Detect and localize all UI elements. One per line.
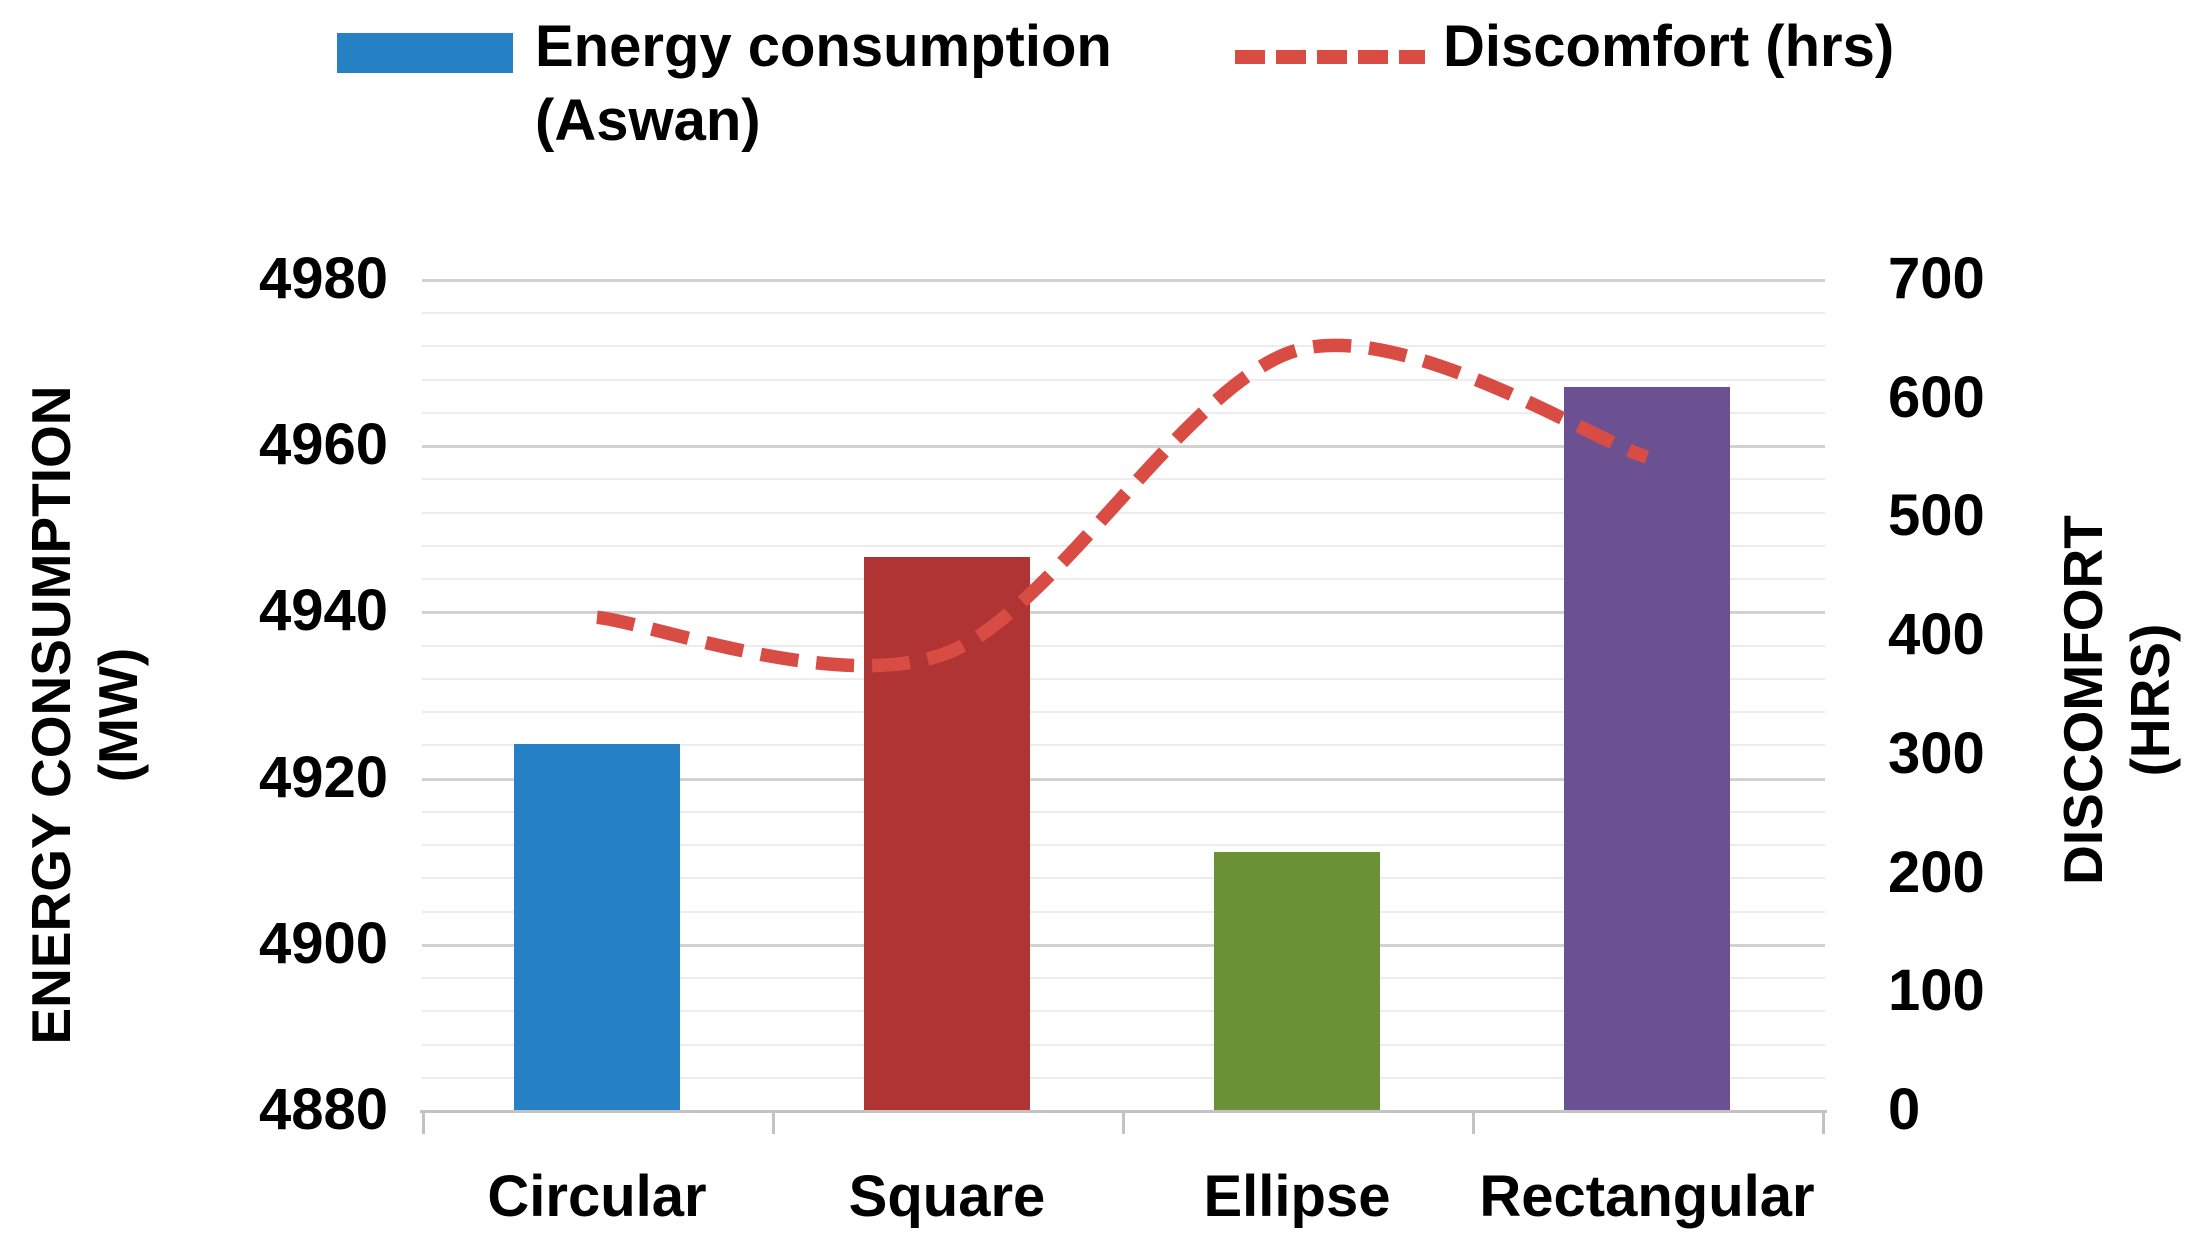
minor-gridline bbox=[422, 877, 1825, 879]
right-axis-tick-label: 200 bbox=[1888, 840, 1985, 905]
category-label-rectangular: Rectangular bbox=[1479, 1164, 1815, 1229]
x-axis-tick bbox=[1822, 1110, 1825, 1134]
discomfort-legend-label: Discomfort (hrs) bbox=[1443, 14, 1895, 79]
left-axis-tick-label: 4980 bbox=[258, 246, 388, 311]
category-label-ellipse: Ellipse bbox=[1203, 1164, 1391, 1229]
minor-gridline bbox=[422, 1044, 1825, 1046]
legend-item-discomfort: Discomfort (hrs) bbox=[1235, 10, 1894, 84]
right-axis-tick-label: 100 bbox=[1888, 958, 1985, 1023]
left-axis-tick-label: 4960 bbox=[258, 412, 388, 477]
left-axis-tick-label: 4880 bbox=[258, 1077, 388, 1142]
x-axis-tick bbox=[1122, 1110, 1125, 1134]
minor-gridline bbox=[422, 911, 1825, 913]
category-label-circular: Circular bbox=[487, 1164, 707, 1229]
right-axis-title-line2: (HRS) bbox=[2119, 623, 2181, 777]
x-axis-tick bbox=[1472, 1110, 1475, 1134]
category-label-square: Square bbox=[848, 1164, 1046, 1229]
minor-gridline bbox=[422, 811, 1825, 813]
right-axis-tick-label: 600 bbox=[1888, 365, 1985, 430]
right-axis-tick-label: 400 bbox=[1888, 602, 1985, 667]
left-axis-title-line1: ENERGY CONSUMPTION bbox=[20, 385, 82, 1045]
discomfort-line bbox=[596, 338, 1650, 673]
minor-gridline bbox=[422, 1077, 1825, 1079]
minor-gridline bbox=[422, 711, 1825, 713]
right-axis-tick-label: 300 bbox=[1888, 721, 1985, 786]
energy-legend-label-line2: (Aswan) bbox=[535, 88, 761, 153]
right-axis-tick-label: 0 bbox=[1888, 1077, 1921, 1142]
left-axis-tick-label: 4900 bbox=[258, 911, 388, 976]
energy-series-swatch bbox=[337, 33, 513, 73]
major-gridline bbox=[422, 279, 1825, 282]
bar-square bbox=[864, 557, 1030, 1110]
left-axis-tick-label: 4940 bbox=[258, 578, 388, 643]
bar-ellipse bbox=[1214, 852, 1380, 1110]
x-axis-tick bbox=[422, 1110, 425, 1134]
major-gridline bbox=[422, 778, 1825, 781]
right-axis-tick-label: 500 bbox=[1888, 483, 1985, 548]
energy-legend-label-line1: Energy consumption bbox=[535, 14, 1112, 79]
right-axis-tick-label: 700 bbox=[1888, 246, 1985, 311]
x-axis-tick bbox=[772, 1110, 775, 1134]
left-axis-tick-label: 4920 bbox=[258, 745, 388, 810]
minor-gridline bbox=[422, 744, 1825, 746]
minor-gridline bbox=[422, 312, 1825, 314]
minor-gridline bbox=[422, 345, 1825, 347]
minor-gridline bbox=[422, 844, 1825, 846]
major-gridline bbox=[422, 944, 1825, 947]
energy-legend-label: Energy consumption (Aswan) bbox=[535, 10, 1112, 158]
minor-gridline bbox=[422, 678, 1825, 680]
minor-gridline bbox=[422, 1010, 1825, 1012]
bar-circular bbox=[514, 744, 680, 1110]
discomfort-legend-dash-icon bbox=[1235, 50, 1425, 64]
left-axis-title: ENERGY CONSUMPTION (MW) bbox=[18, 325, 152, 1105]
minor-gridline bbox=[422, 379, 1825, 381]
minor-gridline bbox=[422, 977, 1825, 979]
legend-item-energy: Energy consumption (Aswan) bbox=[337, 10, 1112, 158]
bar-rectangular bbox=[1564, 387, 1730, 1110]
